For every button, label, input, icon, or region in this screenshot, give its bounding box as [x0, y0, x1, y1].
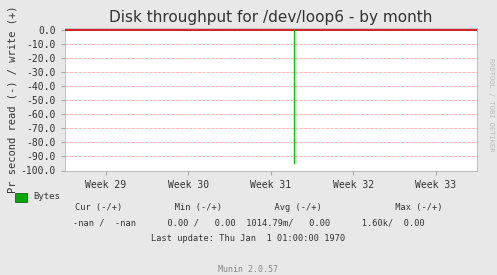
Text: Bytes: Bytes — [33, 192, 60, 201]
Y-axis label: Pr second read (-) / write (+): Pr second read (-) / write (+) — [7, 5, 17, 193]
Text: Munin 2.0.57: Munin 2.0.57 — [219, 265, 278, 274]
Text: Last update: Thu Jan  1 01:00:00 1970: Last update: Thu Jan 1 01:00:00 1970 — [152, 234, 345, 243]
Title: Disk throughput for /dev/loop6 - by month: Disk throughput for /dev/loop6 - by mont… — [109, 10, 432, 25]
Text: Cur (-/+)          Min (-/+)          Avg (-/+)              Max (-/+): Cur (-/+) Min (-/+) Avg (-/+) Max (-/+) — [54, 204, 443, 213]
Text: RRDTOOL / TOBI OETIKER: RRDTOOL / TOBI OETIKER — [488, 58, 494, 151]
FancyBboxPatch shape — [15, 192, 27, 202]
Text: -nan /  -nan      0.00 /   0.00  1014.79m/   0.00      1.60k/  0.00: -nan / -nan 0.00 / 0.00 1014.79m/ 0.00 1… — [73, 219, 424, 228]
